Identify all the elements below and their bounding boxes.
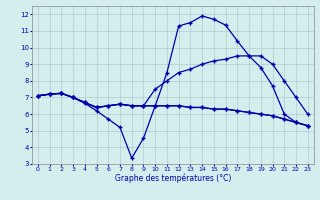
X-axis label: Graphe des températures (°C): Graphe des températures (°C)	[115, 174, 231, 183]
